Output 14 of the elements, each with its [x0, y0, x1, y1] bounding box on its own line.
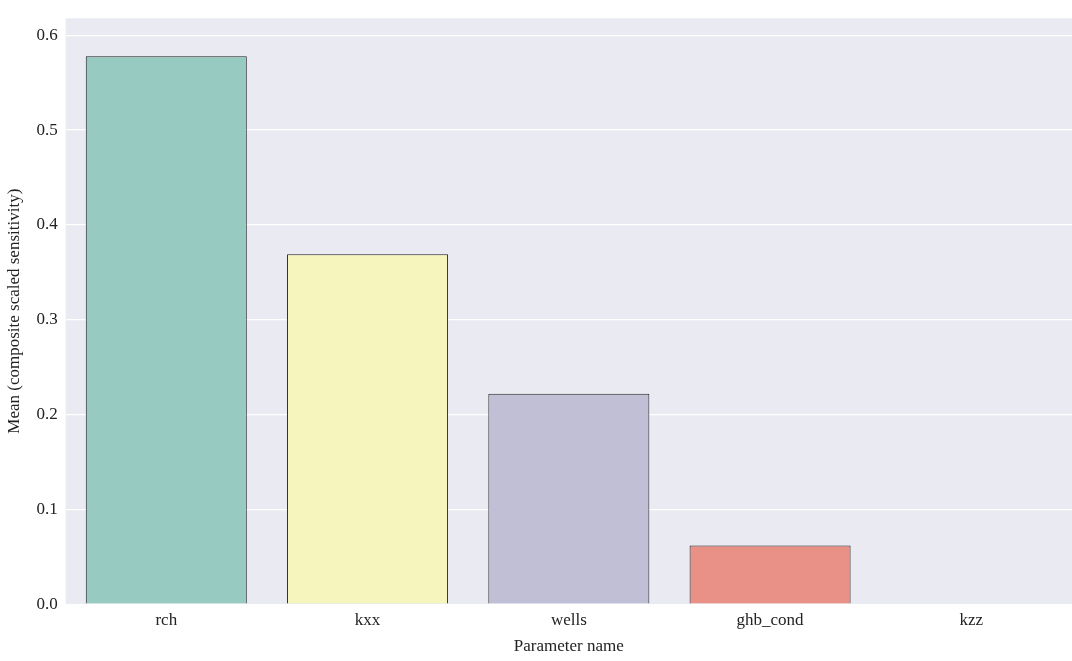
- y-axis-title: Mean (composite scaled sensitivity): [3, 188, 23, 434]
- x-axis-title: Parameter name: [513, 636, 624, 656]
- x-tick-label: rch: [155, 609, 178, 629]
- x-tick-label: kxx: [354, 609, 381, 629]
- x-tick-label: wells: [550, 609, 587, 629]
- y-tick-label: 0.2: [36, 404, 58, 424]
- x-tick-label: kzz: [959, 609, 984, 629]
- y-tick-label: 0.5: [36, 119, 58, 139]
- y-tick-label: 0.3: [36, 309, 58, 329]
- y-tick-label: 0.0: [36, 593, 58, 613]
- y-tick-label: 0.1: [36, 498, 58, 518]
- y-tick-label: 0.6: [36, 24, 58, 44]
- x-tick-label: ghb_cond: [736, 609, 805, 629]
- y-tick-label: 0.4: [36, 214, 59, 234]
